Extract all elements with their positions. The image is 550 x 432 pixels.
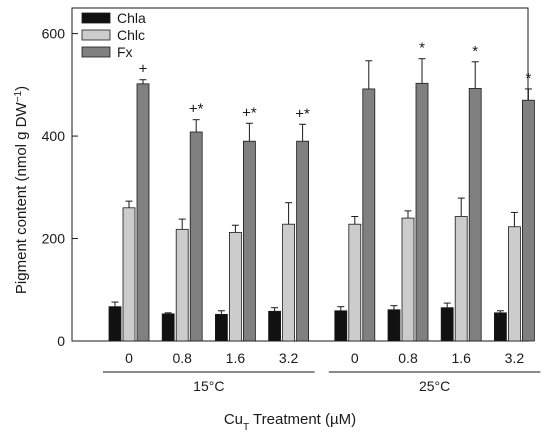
- bar-chla: [161, 313, 175, 342]
- x-axis-label-rest: Treatment (µM): [249, 411, 356, 428]
- x-tick-label: 0: [351, 350, 359, 366]
- plot-area: 0 200 400 600 + +* +* +* * * * 0 0.8 1.6 3.2 0 0.8 1.6 3.2…: [42, 7, 541, 394]
- group-label: 15°C: [193, 378, 224, 394]
- significance-marker: +: [139, 61, 148, 78]
- x-axis-label-sub: T: [243, 422, 249, 432]
- y-axis-label-close: ): [13, 86, 30, 91]
- bar-fx: [189, 131, 203, 342]
- bar-chla: [334, 310, 348, 342]
- legend-swatch-chla: [81, 12, 111, 24]
- bar-chlc: [282, 223, 296, 342]
- bar-fx: [136, 83, 150, 342]
- x-tick-label: 1.6: [226, 350, 246, 366]
- bar-chlc: [348, 223, 362, 342]
- significance-marker: +*: [189, 101, 204, 118]
- bar-chla: [493, 312, 507, 342]
- y-tick-label: 400: [42, 128, 66, 144]
- y-tick-label: 600: [42, 26, 66, 42]
- x-tick-label: 0: [125, 350, 133, 366]
- x-tick-label: 3.2: [279, 350, 299, 366]
- group-label: 25°C: [419, 378, 450, 394]
- y-tick-label: 0: [57, 333, 65, 349]
- x-tick-label: 0.8: [398, 350, 418, 366]
- legend-swatch-chlc: [81, 29, 111, 41]
- x-axis-label-main: Cu: [224, 411, 243, 428]
- y-tick-label: 200: [42, 231, 66, 247]
- bar-chla: [268, 310, 282, 342]
- legend-swatch-fx: [81, 46, 111, 58]
- bar-fx: [522, 99, 535, 342]
- bar-chla: [387, 309, 401, 342]
- significance-marker: *: [472, 43, 478, 60]
- significance-marker: +*: [295, 105, 310, 122]
- significance-marker: *: [419, 40, 425, 57]
- bar-chlc: [228, 231, 242, 342]
- legend-label-chlc: Chlc: [117, 27, 145, 43]
- significance-marker: *: [525, 70, 531, 87]
- bar-fx: [468, 88, 482, 342]
- bar-fx: [242, 140, 256, 342]
- bar-chlc: [122, 207, 136, 342]
- bar-chla: [440, 307, 454, 342]
- bar-fx: [296, 140, 310, 342]
- significance-marker: +*: [242, 104, 257, 121]
- x-tick-label: 0.8: [172, 350, 192, 366]
- x-tick-label: 3.2: [505, 350, 525, 366]
- bar-chlc: [175, 228, 189, 342]
- legend-label-fx: Fx: [117, 44, 133, 60]
- bar-chlc: [507, 226, 521, 342]
- bar-fx: [362, 88, 376, 342]
- x-tick-label: 1.6: [451, 350, 471, 366]
- bar-fx: [415, 82, 429, 342]
- y-axis-label-main: Pigment content (nmol g DW: [13, 101, 30, 294]
- bar-chla: [214, 313, 228, 342]
- bar-chla: [108, 306, 122, 342]
- bar-chlc: [401, 217, 415, 342]
- y-axis-label: Pigment content (nmol g DW−1): [13, 86, 31, 294]
- y-axis-label-sup: −1: [13, 90, 24, 102]
- x-axis-label: CuT Treatment (µM): [224, 411, 356, 432]
- legend-label-chla: Chla: [117, 10, 146, 26]
- bar-chlc: [454, 216, 468, 342]
